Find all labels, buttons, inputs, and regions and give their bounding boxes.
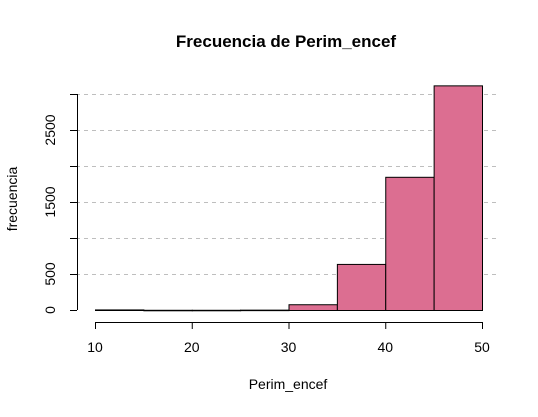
x-tick-label: 40 <box>377 339 393 355</box>
histogram-bar <box>95 309 145 312</box>
histogram-bar <box>288 304 338 311</box>
x-axis-title: Perim_encef <box>249 376 328 392</box>
y-tick-label: 0 <box>42 306 58 314</box>
histogram-bar <box>191 309 242 312</box>
histogram-bar <box>433 85 483 311</box>
histogram-bars <box>95 85 483 312</box>
grid-lines <box>76 94 498 275</box>
histogram-bar <box>336 263 387 312</box>
x-tick-label: 30 <box>281 339 297 355</box>
x-tick-label: 50 <box>474 339 490 355</box>
y-axis: 0 500 1500 2500 <box>42 94 78 314</box>
histogram-bar <box>143 309 193 312</box>
chart-title: Frecuencia de Perim_encef <box>176 32 397 51</box>
y-tick-label: 2500 <box>42 114 58 145</box>
x-axis: 10 20 30 40 50 <box>87 322 490 355</box>
x-tick-label: 20 <box>184 339 200 355</box>
y-axis-title: frecuencia <box>4 166 20 231</box>
y-tick-label: 1500 <box>42 186 58 217</box>
histogram-bar <box>240 309 290 312</box>
x-tick-label: 10 <box>87 339 103 355</box>
histogram-bar <box>385 176 435 311</box>
y-tick-label: 500 <box>42 262 58 286</box>
